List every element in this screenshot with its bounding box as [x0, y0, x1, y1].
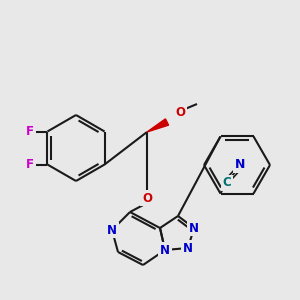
Text: N: N — [235, 158, 246, 171]
Text: N: N — [107, 224, 117, 236]
Text: F: F — [26, 125, 33, 138]
Text: N: N — [160, 244, 170, 256]
Text: N: N — [189, 221, 199, 235]
Text: N: N — [183, 242, 193, 254]
Text: O: O — [175, 106, 185, 118]
Text: O: O — [142, 191, 152, 205]
Text: C: C — [223, 176, 231, 190]
Polygon shape — [147, 119, 169, 132]
Text: F: F — [26, 158, 33, 171]
